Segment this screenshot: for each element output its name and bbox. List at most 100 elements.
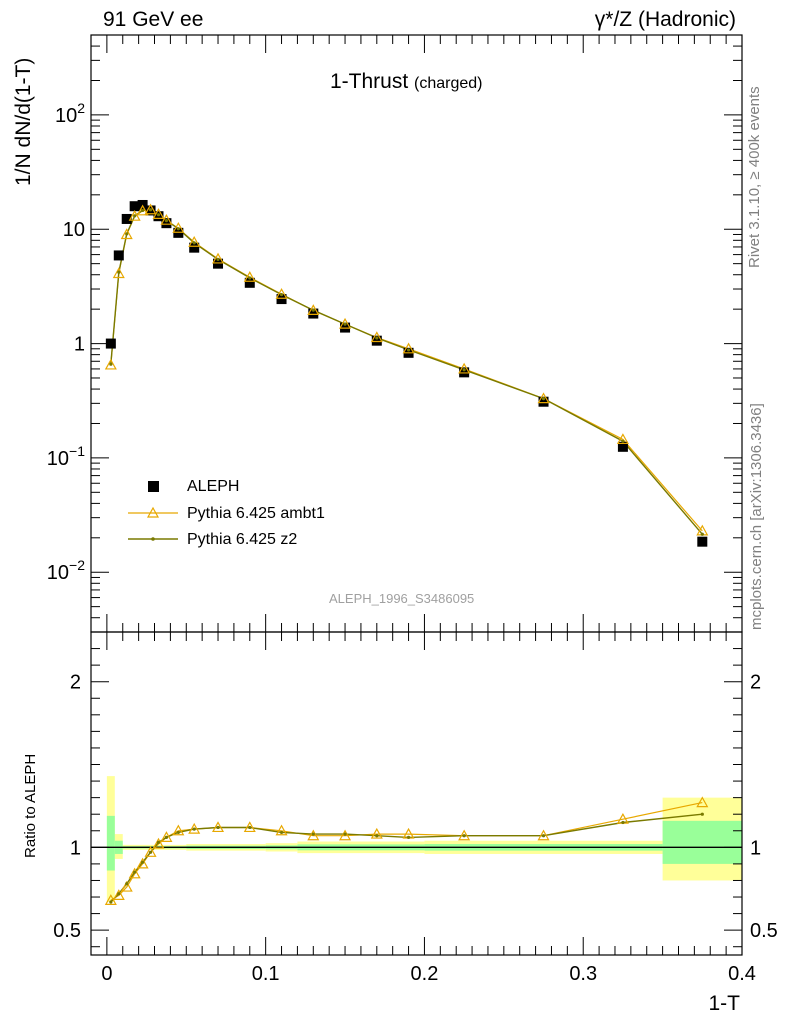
ratio-point-z2	[125, 882, 129, 886]
data-point-aleph	[276, 294, 287, 305]
ratio-point-ambt1	[144, 846, 157, 857]
band-inner-7	[662, 820, 742, 864]
ratio-point-z2	[406, 835, 411, 839]
ratio-point-z2	[148, 850, 153, 854]
data-point-z2	[148, 208, 153, 212]
ratio-point-ambt1	[120, 880, 133, 892]
ratio-point-ambt1	[188, 822, 201, 834]
data-point-aleph	[308, 308, 319, 319]
ratio-point-ambt1	[307, 829, 320, 841]
ratio-xtick-label: 0	[101, 963, 112, 985]
ratio-line-z2	[110, 813, 703, 903]
ratio-point-z2	[311, 832, 315, 836]
data-point-z2	[343, 322, 347, 326]
data-point-ambt1	[136, 204, 149, 216]
data-point-ambt1	[243, 271, 256, 282]
data-point-z2	[279, 293, 284, 297]
legend-marker-aleph	[148, 481, 159, 492]
data-point-ambt1	[537, 392, 550, 404]
main-ytick-label: 10−1	[47, 443, 85, 470]
ratio-point-ambt1	[243, 821, 256, 833]
ratio-point-z2	[164, 835, 169, 839]
data-point-ambt1	[212, 252, 225, 264]
legend-label-ambt1: Pythia 6.425 ambt1	[187, 505, 325, 522]
data-point-ambt1	[144, 203, 157, 215]
data-point-z2	[192, 241, 196, 245]
data-point-ambt1	[616, 433, 629, 445]
data-point-aleph	[697, 536, 708, 547]
main-ytick-label: 10−2	[47, 557, 85, 584]
ratio-xtick-label: 0.3	[569, 963, 597, 985]
ratio-point-z2	[141, 860, 145, 864]
ratio-xtick-label: 0.1	[252, 963, 280, 985]
ratio-point-z2	[279, 830, 284, 835]
data-point-z2	[375, 336, 379, 340]
data-point-aleph	[121, 213, 132, 224]
data-point-z2	[176, 227, 180, 231]
ratio-point-z2	[133, 870, 137, 874]
data-point-ambt1	[339, 317, 352, 329]
ratio-point-z2	[700, 812, 704, 816]
data-point-z2	[541, 397, 546, 401]
ratio-point-ambt1	[136, 857, 149, 869]
data-point-ambt1	[188, 235, 201, 247]
main-frame	[90, 34, 743, 633]
data-point-aleph	[113, 250, 124, 261]
data-point-z2	[311, 308, 315, 312]
data-point-ambt1	[160, 213, 173, 225]
legend-marker-z2	[151, 537, 155, 541]
header-left: 91 GeV ee	[103, 8, 204, 31]
ratio-point-ambt1	[458, 829, 471, 841]
data-point-ambt1	[128, 209, 141, 221]
data-point-aleph	[161, 218, 172, 229]
band-inner-0	[106, 815, 115, 871]
data-point-ambt1	[172, 222, 185, 233]
legend-marks	[128, 481, 178, 541]
data-point-aleph	[213, 258, 224, 269]
ratio-ytick-label-left: 1	[70, 837, 81, 859]
ratio-point-z2	[117, 892, 121, 896]
legend-marker-ambt1	[146, 506, 160, 518]
ratio-xlabel: 1-T	[708, 992, 741, 1015]
data-point-ambt1	[402, 342, 415, 354]
ratio-point-ambt1	[696, 796, 709, 808]
data-point-ambt1	[458, 362, 471, 374]
data-point-z2	[406, 348, 411, 352]
plot-title-main: 1-Thrust	[330, 70, 409, 93]
ratio-point-z2	[541, 834, 546, 838]
ratio-point-ambt1	[275, 824, 288, 836]
main-marks	[104, 199, 709, 547]
data-point-aleph	[129, 201, 140, 212]
ratio-point-z2	[462, 834, 466, 838]
ratio-point-ambt1	[172, 824, 185, 836]
data-point-aleph	[244, 277, 255, 288]
ratio-point-z2	[248, 825, 252, 830]
analysis-label: ALEPH_1996_S3486095	[329, 591, 475, 606]
ratio-point-z2	[216, 825, 220, 830]
data-point-z2	[141, 208, 145, 213]
ratio-point-ambt1	[128, 867, 141, 879]
data-point-ambt1	[104, 358, 117, 370]
data-point-aleph	[538, 396, 549, 407]
ratio-ytick-label-left: 2	[70, 672, 81, 694]
ratio-point-ambt1	[212, 821, 225, 833]
legend-label-z2: Pythia 6.425 z2	[187, 531, 298, 548]
data-point-z2	[248, 276, 252, 280]
ratio-point-ambt1	[112, 889, 125, 900]
data-point-z2	[164, 219, 169, 223]
legend-label-aleph: ALEPH	[187, 478, 240, 495]
series-line-z2	[110, 209, 703, 535]
ratio-frame	[90, 631, 743, 956]
ratio-point-z2	[343, 832, 347, 836]
ratio-xtick-label: 0.2	[411, 963, 439, 985]
data-point-ambt1	[275, 288, 288, 299]
ratio-point-z2	[109, 900, 113, 904]
plot-title-sub: (charged)	[414, 75, 483, 92]
ratio-point-z2	[156, 840, 161, 844]
data-point-aleph	[105, 338, 116, 349]
data-point-ambt1	[370, 331, 383, 343]
series-line-ambt1	[110, 209, 703, 532]
ratio-point-z2	[375, 834, 379, 838]
data-point-ambt1	[152, 208, 165, 219]
